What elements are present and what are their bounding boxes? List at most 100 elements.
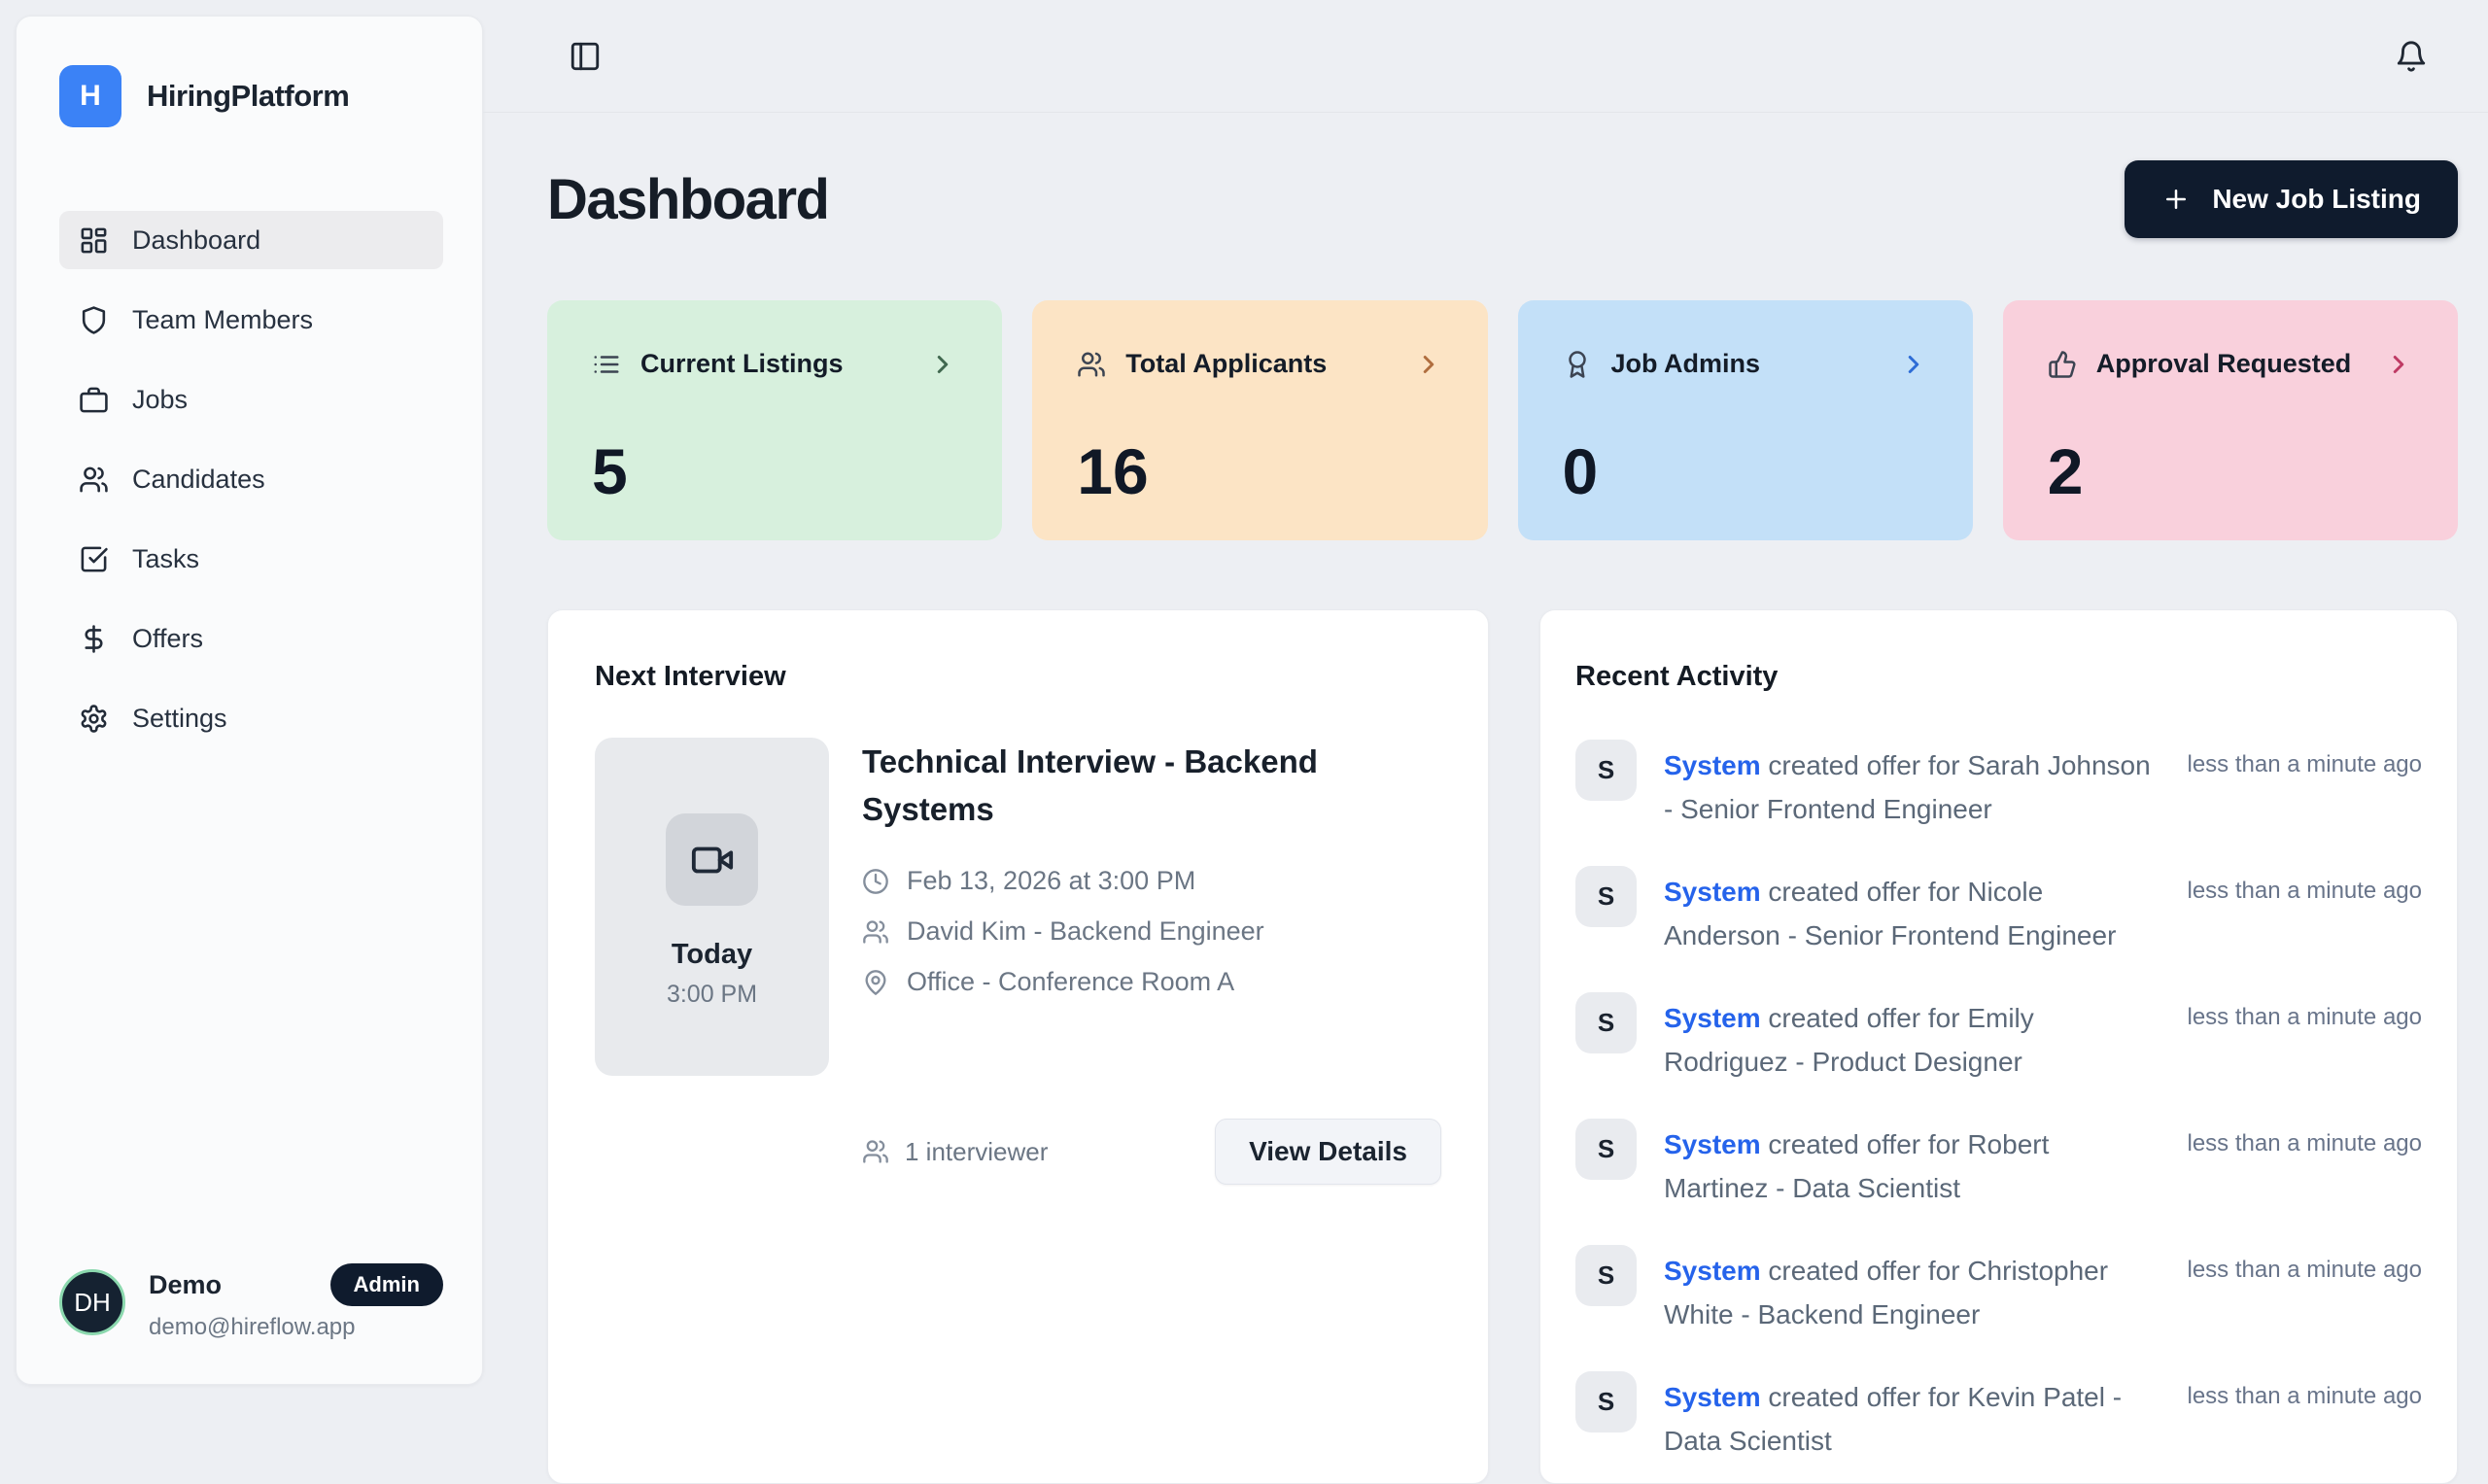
activity-actor: System (1664, 750, 1761, 780)
sidebar-item-label: Jobs (132, 384, 189, 414)
list-icon (594, 355, 619, 373)
activity-description: created offer for Sarah Johnson - Senior… (1664, 750, 2151, 824)
stat-value: 2 (2047, 435, 2084, 507)
bell-icon (2397, 40, 2426, 72)
role-badge: Admin (329, 1263, 443, 1306)
activity-avatar: S (1575, 866, 1637, 927)
activity-timestamp: less than a minute ago (2187, 878, 2423, 904)
activity-row[interactable]: S System created offer for Robert Martin… (1575, 1119, 2422, 1210)
interview-date-box: Today 3:00 PM (595, 738, 829, 1076)
activity-description: created offer for Robert Martinez - Data… (1664, 1129, 2050, 1203)
sidebar-item-offers[interactable]: Offers (59, 609, 443, 668)
stat-label: Current Listings (640, 349, 844, 378)
activity-timestamp: less than a minute ago (2187, 1004, 2423, 1030)
activity-description: created offer for Christopher White - Ba… (1664, 1256, 2109, 1329)
stats-row: Current Listings 5 Total Applicants 16 J… (547, 300, 2458, 540)
activity-actor: System (1664, 1256, 1761, 1286)
activity-row[interactable]: S System created offer for Nicole Anders… (1575, 866, 2422, 957)
activity-timestamp: less than a minute ago (2187, 1130, 2423, 1156)
sidebar-item-jobs[interactable]: Jobs (59, 370, 443, 429)
activity-row[interactable]: S System created offer for Kevin Patel -… (1575, 1371, 2422, 1463)
users-icon (1078, 352, 1105, 376)
activity-actor: System (1664, 1003, 1761, 1033)
activity-actor: System (1664, 1382, 1761, 1412)
chevron-right-icon (1908, 355, 1918, 373)
user-email: demo@hireflow.app (149, 1314, 356, 1340)
recent-activity-title: Recent Activity (1575, 661, 1779, 692)
interview-date-label: Today (671, 939, 753, 970)
app-logo-icon: H (59, 65, 121, 127)
users-icon (863, 919, 888, 944)
gear-icon (81, 704, 107, 733)
stat-label: Job Admins (1610, 349, 1761, 378)
notifications-button[interactable] (2389, 34, 2434, 79)
app-name: HiringPlatform (147, 79, 350, 113)
award-icon (1568, 350, 1586, 378)
activity-timestamp: less than a minute ago (2187, 1257, 2423, 1283)
chevron-right-icon (1423, 355, 1434, 373)
interview-time-label: 3:00 PM (666, 981, 758, 1008)
next-interview-title: Next Interview (595, 661, 786, 692)
interview-title: Technical Interview - Backend Systems (862, 743, 1318, 827)
sidebar-item-team-members[interactable]: Team Members (59, 291, 443, 349)
sidebar-item-candidates[interactable]: Candidates (59, 450, 443, 508)
view-details-button[interactable]: View Details (1215, 1119, 1441, 1185)
topbar (483, 0, 2488, 113)
activity-timestamp: less than a minute ago (2187, 1383, 2423, 1409)
stat-label: Total Applicants (1125, 349, 1328, 378)
stat-card-job-admins[interactable]: Job Admins 0 (1517, 300, 1973, 540)
activity-row[interactable]: S System created offer for Emily Rodrigu… (1575, 992, 2422, 1084)
new-job-listing-label: New Job Listing (2212, 184, 2421, 214)
sidebar-toggle-button[interactable] (563, 34, 607, 79)
activity-actor: System (1664, 877, 1761, 907)
sidebar-item-label: Dashboard (132, 224, 261, 255)
video-camera-icon (691, 846, 733, 873)
new-job-listing-button[interactable]: New Job Listing (2125, 160, 2458, 238)
activity-avatar: S (1575, 992, 1637, 1053)
sidebar-item-settings[interactable]: Settings (59, 689, 443, 747)
stat-card-approval-requested[interactable]: Approval Requested 2 (2002, 300, 2458, 540)
panel-left-icon (570, 42, 600, 70)
activity-row[interactable]: S System created offer for Christopher W… (1575, 1245, 2422, 1336)
activity-list: S System created offer for Sarah Johnson… (1575, 740, 2422, 1463)
app-logo: H HiringPlatform (59, 65, 443, 127)
recent-activity-card: Recent Activity S System created offer f… (1539, 609, 2458, 1484)
avatar: DH (59, 1269, 125, 1335)
interviewer-count: 1 interviewer (862, 1137, 1048, 1167)
interview-candidate: David Kim - Backend Engineer (862, 916, 1441, 947)
sidebar-item-label: Team Members (132, 304, 314, 334)
main-content: Dashboard New Job Listing Current Listin… (499, 114, 2488, 1484)
dashboard-icon (81, 227, 107, 253)
map-pin-icon (865, 969, 886, 995)
stat-label: Approval Requested (2095, 349, 2352, 378)
activity-actor: System (1664, 1129, 1761, 1159)
check-square-icon (81, 546, 108, 571)
user-profile[interactable]: DH Demo Admin demo@hireflow.app (59, 1263, 443, 1341)
sidebar-nav: Dashboard Team Members Jobs Candidates T… (59, 211, 443, 747)
interview-location: Office - Conference Room A (862, 967, 1441, 997)
sidebar-item-label: Candidates (132, 464, 265, 494)
sidebar-item-label: Offers (132, 623, 204, 653)
chevron-right-icon (2393, 355, 2404, 373)
dollar-icon (85, 624, 103, 653)
sidebar-item-tasks[interactable]: Tasks (59, 530, 443, 588)
activity-avatar: S (1575, 740, 1637, 801)
activity-avatar: S (1575, 1119, 1637, 1180)
sidebar: H HiringPlatform Dashboard Team Members … (16, 16, 483, 1385)
thumbs-up-icon (2049, 350, 2076, 378)
plus-icon (2166, 190, 2187, 209)
page-title: Dashboard (547, 167, 830, 231)
next-interview-card: Next Interview Today 3:00 PM Technical I… (547, 609, 1489, 1484)
stat-card-current-listings[interactable]: Current Listings 5 (547, 300, 1003, 540)
activity-timestamp: less than a minute ago (2187, 751, 2423, 777)
interview-datetime: Feb 13, 2026 at 3:00 PM (862, 866, 1441, 896)
users-icon (80, 466, 108, 492)
activity-avatar: S (1575, 1371, 1637, 1432)
sidebar-item-dashboard[interactable]: Dashboard (59, 211, 443, 269)
stat-value: 0 (1562, 435, 1599, 507)
activity-row[interactable]: S System created offer for Sarah Johnson… (1575, 740, 2422, 831)
activity-avatar: S (1575, 1245, 1637, 1306)
shield-icon (82, 305, 106, 334)
stat-card-total-applicants[interactable]: Total Applicants 16 (1032, 300, 1488, 540)
user-name: Demo (149, 1269, 223, 1299)
